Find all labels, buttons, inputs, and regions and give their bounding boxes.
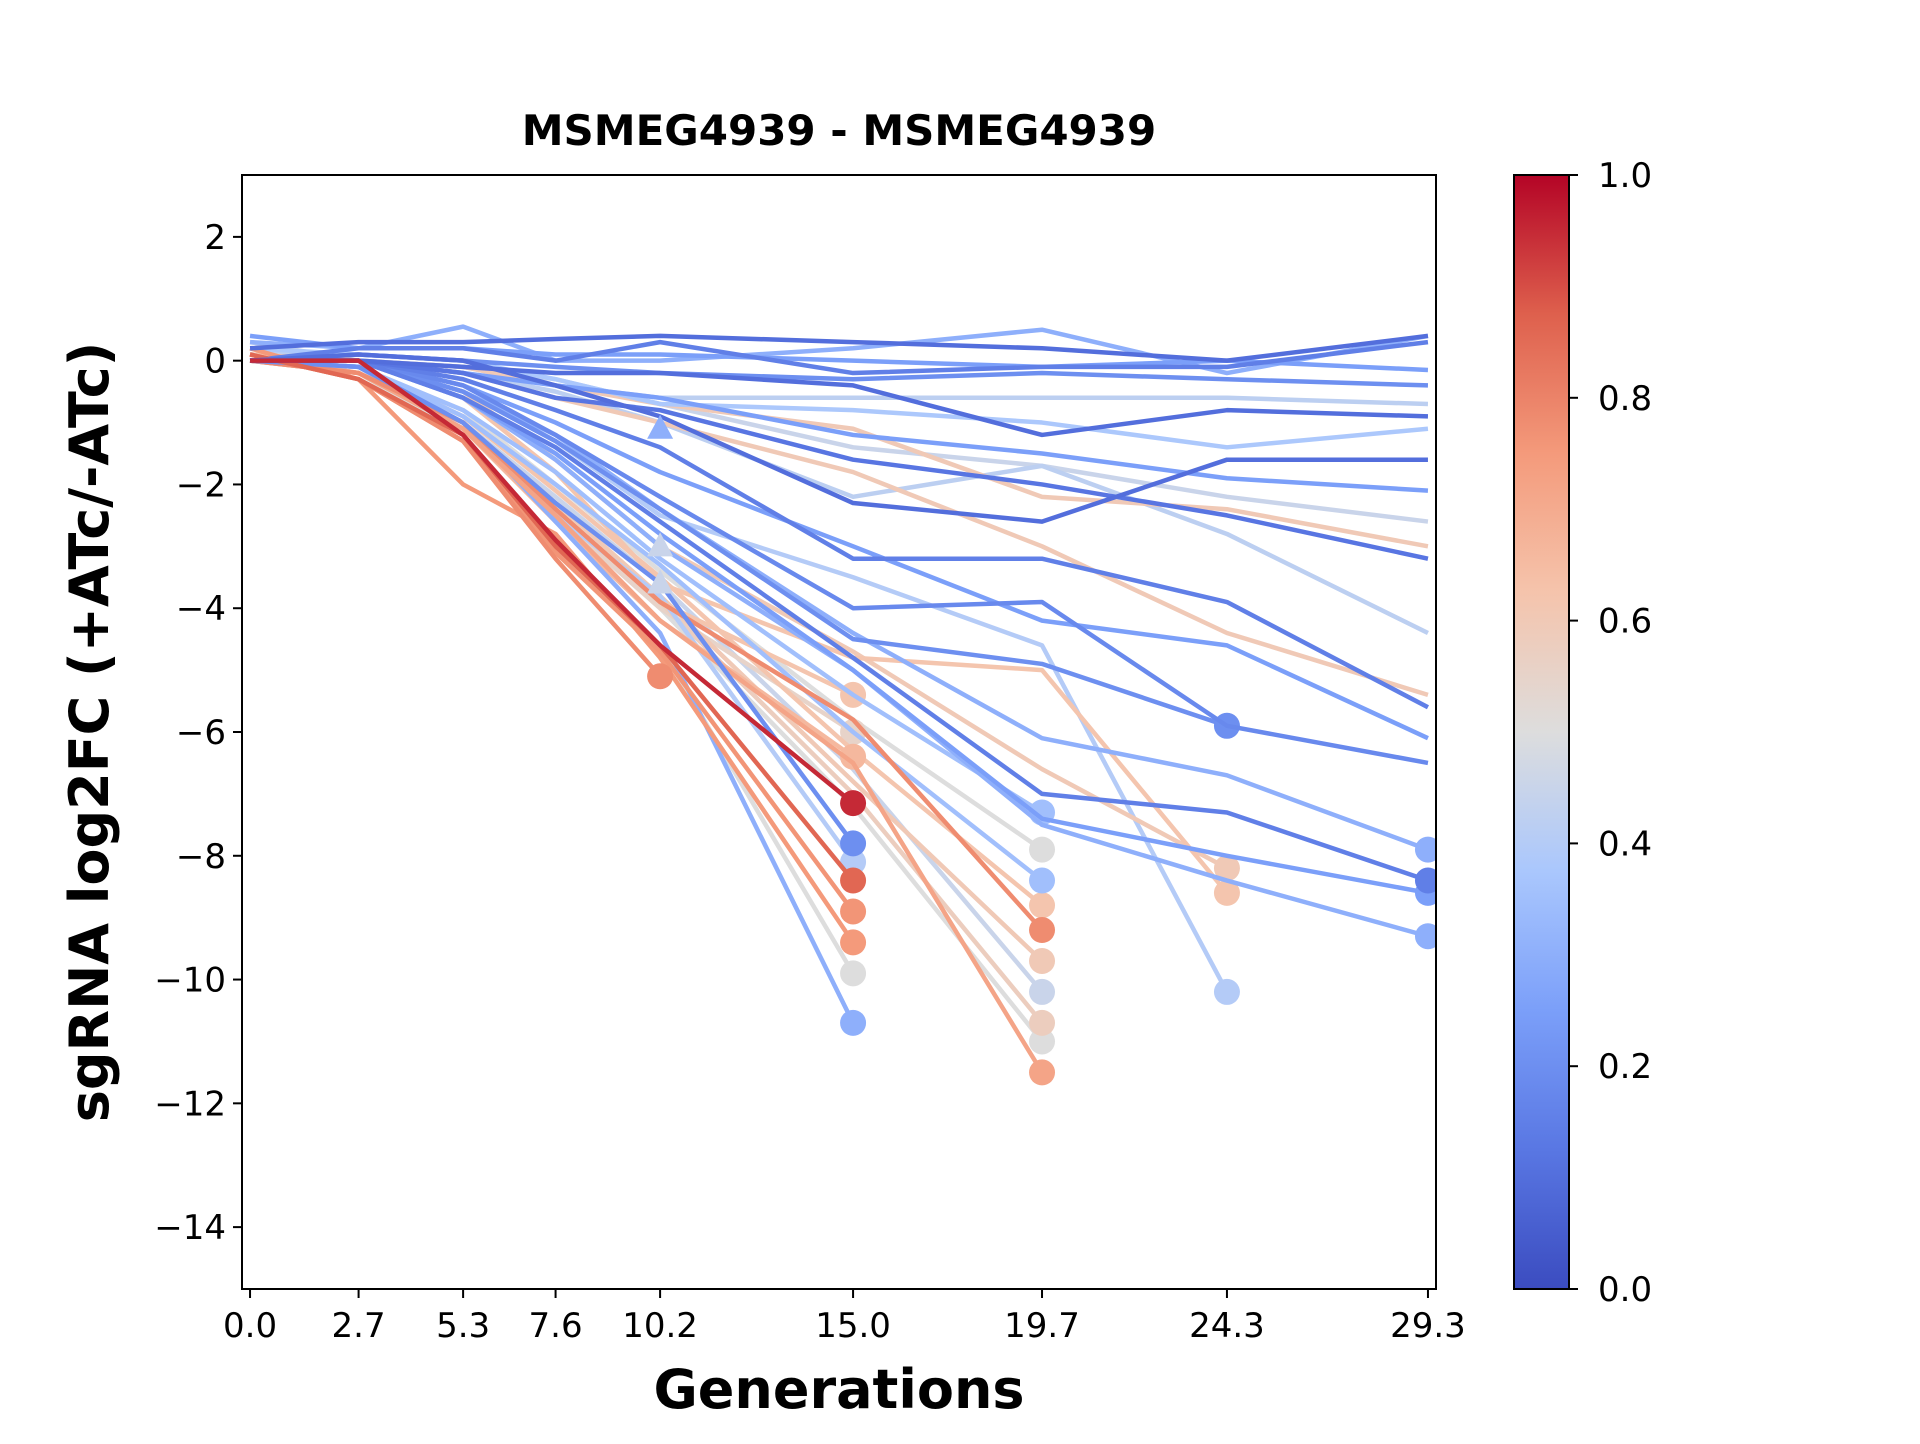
colorbar-tick-label: 1.0 bbox=[1598, 156, 1652, 196]
x-tick-label: 10.2 bbox=[622, 1306, 698, 1346]
series-end-point bbox=[1029, 1009, 1056, 1036]
series-end-point bbox=[840, 960, 867, 987]
x-axis-label: Generations bbox=[653, 1358, 1024, 1421]
y-tick-label: −8 bbox=[176, 837, 226, 877]
series-end-point bbox=[1029, 867, 1056, 894]
y-tick-label: −2 bbox=[176, 465, 226, 505]
y-tick-label: −14 bbox=[154, 1208, 226, 1248]
series-end-point bbox=[1414, 836, 1436, 863]
colorbar-tick-label: 0.4 bbox=[1598, 824, 1652, 864]
series-end-point bbox=[1029, 1028, 1056, 1055]
series-end-point bbox=[1029, 917, 1056, 944]
colorbar bbox=[1513, 174, 1570, 1290]
series-end-point bbox=[840, 1009, 867, 1036]
colorbar-tick-label: 0.0 bbox=[1598, 1270, 1652, 1310]
series-layer bbox=[249, 324, 1436, 1086]
y-tick-label: 0 bbox=[204, 342, 226, 382]
series-end-point bbox=[840, 929, 867, 956]
series-end-point bbox=[840, 790, 867, 817]
series-end-point bbox=[840, 867, 867, 894]
series-end-point bbox=[1213, 855, 1240, 882]
y-tick-label: −6 bbox=[176, 713, 226, 753]
y-axis-label: sgRNA log2FC (+ATc/-ATc) bbox=[58, 342, 121, 1123]
series-end-point bbox=[840, 743, 867, 770]
series-end-point bbox=[840, 848, 867, 875]
series-end-point bbox=[1029, 978, 1056, 1005]
series-end-point bbox=[840, 898, 867, 925]
x-tick-label: 15.0 bbox=[815, 1306, 891, 1346]
series-line bbox=[249, 346, 1429, 635]
series-end-point bbox=[840, 830, 867, 857]
y-tick-label: −4 bbox=[176, 589, 226, 629]
series-line bbox=[250, 358, 1429, 896]
x-tick-label: 2.7 bbox=[332, 1306, 386, 1346]
triangle-marker bbox=[647, 532, 674, 557]
series-line bbox=[249, 339, 1429, 376]
colorbar-ticks: 0.0 0.2 0.4 0.6 0.8 1.0 bbox=[1569, 156, 1652, 1310]
series-line bbox=[250, 358, 855, 805]
series-line bbox=[249, 358, 1044, 1043]
colorbar-tick-label: 0.8 bbox=[1598, 379, 1652, 419]
series-end-point bbox=[1029, 836, 1056, 863]
series-end-point bbox=[1029, 947, 1056, 974]
colorbar-tick-label: 0.6 bbox=[1598, 602, 1652, 642]
series-line bbox=[249, 358, 1044, 1025]
triangle-marker bbox=[647, 569, 674, 594]
y-axis: 2 0 −2 −4 −6 −8 −10 −12 −14 bbox=[154, 218, 242, 1248]
triangle-marker bbox=[647, 414, 674, 439]
series-end-point bbox=[1213, 978, 1240, 1005]
series-end-point bbox=[1414, 867, 1436, 894]
series-end-point bbox=[1414, 923, 1436, 950]
series-end-point bbox=[1029, 1059, 1056, 1086]
series-line bbox=[249, 358, 855, 845]
y-tick-label: −12 bbox=[154, 1084, 226, 1124]
series-line bbox=[250, 358, 1429, 438]
x-tick-label: 5.3 bbox=[436, 1306, 490, 1346]
x-tick-label: 19.7 bbox=[1004, 1306, 1080, 1346]
x-tick-label: 7.6 bbox=[529, 1306, 583, 1346]
series-end-point bbox=[1213, 879, 1240, 906]
series-line bbox=[250, 358, 1429, 883]
series-line bbox=[249, 358, 1044, 932]
chart-title: MSMEG4939 - MSMEG4939 bbox=[522, 106, 1156, 155]
colorbar-tick-label: 0.2 bbox=[1598, 1047, 1652, 1087]
series-end-point bbox=[1029, 892, 1056, 919]
y-tick-label: 2 bbox=[204, 218, 226, 258]
series-end-point bbox=[647, 663, 674, 690]
y-tick-label: −10 bbox=[154, 961, 226, 1001]
x-tick-label: 29.3 bbox=[1390, 1306, 1466, 1346]
x-tick-label: 0.0 bbox=[223, 1306, 277, 1346]
x-axis: 0.0 2.7 5.3 7.6 10.2 15.0 19.7 24.3 29.3 bbox=[223, 1289, 1466, 1346]
series-line bbox=[249, 333, 1429, 363]
x-tick-label: 24.3 bbox=[1189, 1306, 1265, 1346]
